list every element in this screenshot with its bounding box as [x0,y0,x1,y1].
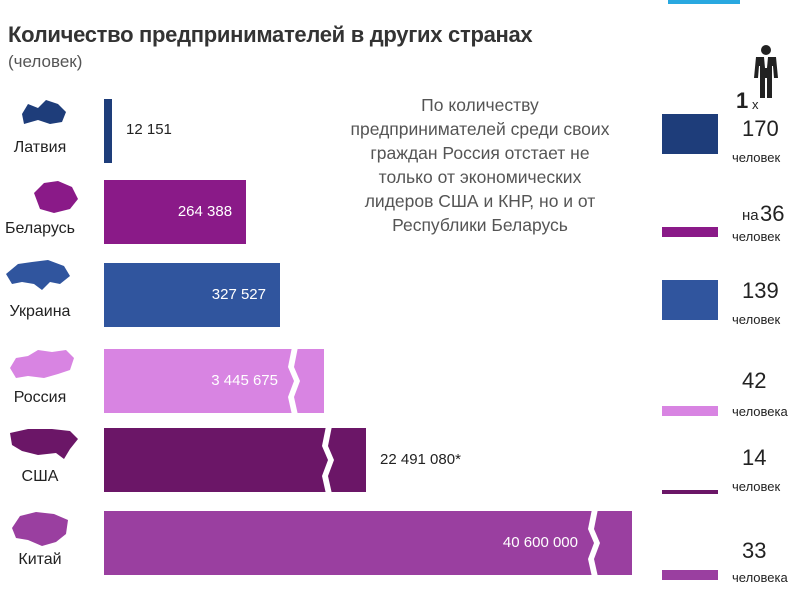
bar [104,511,632,575]
category-label: Беларусь [5,220,75,237]
data-label: 3 445 675 [211,372,278,389]
ratio-prefix: на [742,207,759,224]
bar-row: Беларусь 264 388 на 36 человек [0,175,809,255]
country-map-shape [22,100,66,124]
data-label: 40 600 000 [502,534,578,551]
ratio-unit: человек [732,229,781,244]
bar [104,180,247,244]
ratio-swatch [662,570,718,580]
country-map-shape [6,260,70,290]
country-map-icon [10,429,78,459]
bar-row: Россия 3 445 675 42 человека [0,344,809,424]
category-label: Латвия [13,139,67,156]
axis-break-mark [588,509,600,577]
axis-break-mark [322,426,334,494]
ratio-unit: человека [732,404,788,419]
country-map-icon [22,100,66,124]
bar [104,263,280,327]
category-label: США [21,468,59,485]
ratio-swatch [662,490,718,494]
country-map-icon [10,350,74,378]
bar [104,349,324,413]
bar [104,428,366,492]
data-label: 264 388 [177,203,233,220]
ratio-unit: человек [732,479,781,494]
ratio-unit: человека [732,570,788,585]
axis-break-mark [288,347,300,415]
ratio-legend-x: х [752,97,759,112]
country-map-icon [34,181,78,213]
country-map-shape [10,350,74,378]
ratio-value: 36 [760,201,785,226]
chart-subtitle: (человек) [8,52,83,71]
ratio-value: 33 [742,538,767,563]
bar-row: Латвия 12 151 170 человек [0,94,809,174]
ratio-swatch [662,280,718,320]
ratio-value: 42 [742,368,767,393]
country-map-shape [10,429,78,459]
country-map-icon [12,512,68,546]
chart-annotation: По количеству предпринимателей среди сво… [350,95,610,235]
top-accent-bar [668,0,740,4]
ratio-value: 139 [742,278,779,303]
chart-title: Количество предпринимателей в других стр… [8,22,533,47]
category-label: Украина [9,303,71,320]
data-label: 12 151 [126,121,172,138]
ratio-value: 14 [742,445,767,470]
bar-row: США 22 491 080* 14 человек [0,423,809,503]
bar-row: Китай 40 600 000 33 человека [0,506,809,586]
bar [104,99,112,163]
data-label: 327 527 [211,286,266,303]
category-label: Китай [18,551,62,568]
ratio-unit: человек [732,312,781,327]
ratio-swatch [662,114,718,154]
ratio-value: 170 [742,116,779,141]
bar-row: Украина 327 527 139 человек [0,258,809,338]
ratio-swatch [662,406,718,416]
country-map-icon [6,260,70,290]
man-icon [754,45,778,98]
ratio-swatch [662,227,718,237]
category-label: Россия [13,389,67,406]
ratio-legend-one: 1 [736,88,749,113]
country-map-shape [34,181,78,213]
data-label: 22 491 080* [380,451,461,468]
country-map-shape [12,512,68,546]
ratio-unit: человек [732,150,781,165]
